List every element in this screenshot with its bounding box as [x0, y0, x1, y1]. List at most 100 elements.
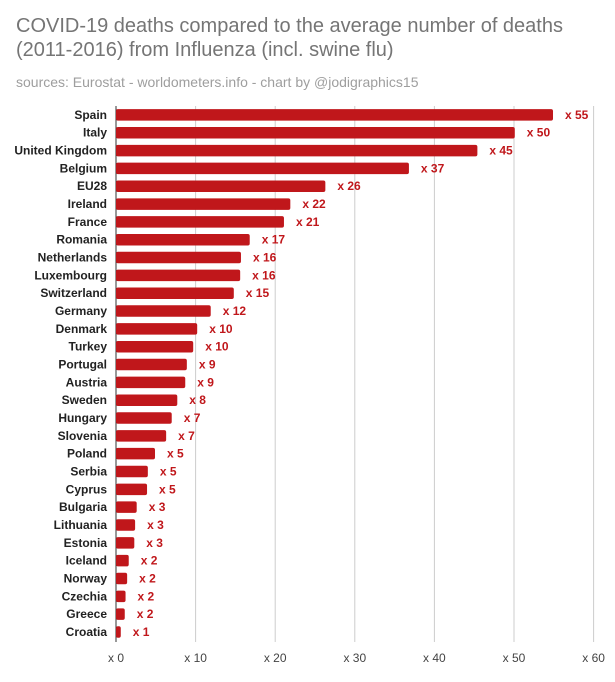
x-tick-label: x 30: [343, 651, 366, 665]
data-label: x 1: [133, 625, 150, 639]
bar: [116, 483, 148, 496]
category-label: Netherlands: [38, 251, 108, 265]
bar: [116, 608, 125, 620]
category-label: Slovenia: [58, 429, 108, 443]
data-label: x 22: [302, 197, 326, 211]
category-label: Romania: [56, 233, 107, 247]
category-label: Croatia: [66, 625, 108, 639]
bar: [116, 251, 241, 264]
category-label: Sweden: [62, 393, 107, 407]
category-label: Italy: [83, 126, 107, 140]
x-tick-label: x 0: [108, 651, 124, 665]
bar: [116, 519, 136, 531]
bar: [116, 430, 167, 442]
data-label: x 5: [167, 447, 184, 461]
bar: [116, 590, 126, 603]
data-label: x 2: [141, 554, 158, 568]
data-label: x 12: [223, 304, 247, 318]
data-label: x 8: [189, 393, 206, 407]
category-label: Serbia: [70, 465, 107, 479]
category-label: Lithuania: [54, 518, 108, 532]
x-tick-label: x 50: [503, 651, 526, 665]
bar: [116, 358, 187, 371]
category-label: Turkey: [69, 340, 108, 354]
data-label: x 17: [262, 233, 286, 247]
category-label: Poland: [67, 447, 107, 461]
data-label: x 9: [197, 375, 214, 389]
category-label: Bulgaria: [59, 500, 107, 514]
category-label: Hungary: [58, 411, 107, 425]
category-label: Spain: [74, 108, 107, 122]
data-label: x 5: [160, 465, 177, 479]
category-label: Germany: [55, 304, 107, 318]
bar: [116, 376, 186, 389]
data-label: x 2: [138, 589, 155, 603]
category-label: Norway: [64, 571, 108, 585]
bar: [116, 180, 326, 192]
x-tick-label: x 60: [582, 651, 605, 665]
category-label: Portugal: [58, 358, 107, 372]
bar: [116, 465, 148, 478]
data-label: x 16: [252, 268, 276, 282]
data-label: x 10: [209, 322, 233, 336]
data-label: x 2: [137, 607, 154, 621]
bar: [116, 216, 284, 228]
data-label: x 21: [296, 215, 320, 229]
data-label: x 2: [139, 571, 156, 585]
bar: [116, 554, 129, 567]
category-label: Estonia: [64, 536, 108, 550]
bar: [116, 287, 234, 299]
bar: [116, 501, 137, 513]
category-label: France: [68, 215, 108, 229]
bar: [116, 144, 478, 157]
bar: [116, 447, 156, 460]
bar: [116, 340, 194, 353]
category-label: Belgium: [60, 161, 107, 175]
x-tick-label: x 40: [423, 651, 446, 665]
bar: [116, 198, 291, 210]
x-tick-label: x 10: [184, 651, 207, 665]
bar: [116, 412, 172, 424]
data-label: x 37: [421, 161, 445, 175]
chart-title: COVID-19 deaths compared to the average …: [16, 15, 563, 61]
category-label: EU28: [77, 179, 107, 193]
category-label: Ireland: [68, 197, 107, 211]
data-label: x 15: [246, 286, 270, 300]
bar: [116, 537, 135, 549]
data-label: x 3: [147, 518, 164, 532]
data-label: x 55: [565, 108, 589, 122]
category-label: Luxembourg: [34, 268, 107, 282]
data-label: x 7: [178, 429, 195, 443]
bar: [116, 323, 198, 335]
data-label: x 16: [253, 251, 277, 265]
bar: [116, 626, 121, 638]
bar: [116, 162, 409, 175]
data-label: x 10: [205, 340, 229, 354]
x-tick-label: x 20: [264, 651, 287, 665]
category-label: Cyprus: [66, 482, 108, 496]
category-label: United Kingdom: [14, 144, 107, 158]
category-label: Denmark: [56, 322, 108, 336]
bar: [116, 233, 250, 246]
category-label: Czechia: [62, 589, 108, 603]
bar: [116, 126, 515, 139]
bar: [116, 572, 128, 585]
data-label: x 5: [159, 482, 176, 496]
data-label: x 3: [146, 536, 163, 550]
data-label: x 9: [199, 358, 216, 372]
category-label: Iceland: [66, 554, 107, 568]
data-label: x 26: [337, 179, 361, 193]
bar: [116, 109, 554, 121]
chart-subtitle: sources: Eurostat - worldometers.info - …: [16, 74, 419, 90]
category-label: Switzerland: [40, 286, 107, 300]
data-label: x 3: [149, 500, 166, 514]
category-label: Greece: [66, 607, 107, 621]
bar: [116, 394, 178, 406]
data-label: x 45: [489, 144, 513, 158]
category-label: Austria: [66, 375, 108, 389]
bar: [116, 305, 211, 317]
bar: [116, 269, 241, 282]
data-label: x 7: [184, 411, 201, 425]
data-label: x 50: [527, 126, 551, 140]
